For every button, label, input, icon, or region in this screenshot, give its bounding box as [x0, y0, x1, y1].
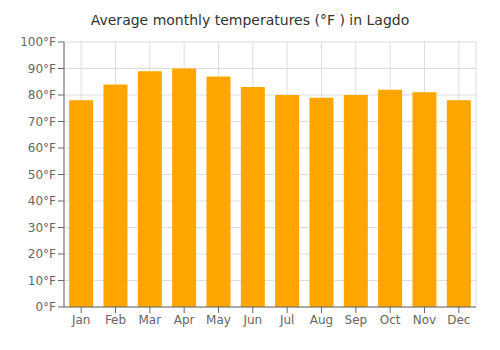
svg-text:Jul: Jul [279, 313, 294, 327]
svg-text:40°F: 40°F [28, 194, 56, 208]
svg-text:30°F: 30°F [28, 221, 56, 235]
svg-text:Apr: Apr [174, 313, 195, 327]
svg-text:Feb: Feb [105, 313, 126, 327]
svg-text:Mar: Mar [139, 313, 162, 327]
svg-text:50°F: 50°F [28, 168, 56, 182]
svg-text:80°F: 80°F [28, 88, 56, 102]
svg-text:0°F: 0°F [35, 300, 56, 314]
svg-text:Nov: Nov [413, 313, 436, 327]
svg-text:Dec: Dec [447, 313, 470, 327]
svg-text:90°F: 90°F [28, 62, 56, 76]
svg-text:Jun: Jun [242, 313, 262, 327]
html-text:Average monthly temperatures (: Average monthly temperatures (°F ) in La… [90, 12, 410, 28]
svg-text:Oct: Oct [380, 313, 401, 327]
svg-text:Aug: Aug [310, 313, 333, 327]
svg-text:Jan: Jan [71, 313, 91, 327]
svg-text:100°F: 100°F [20, 35, 56, 49]
svg-text:May: May [206, 313, 231, 327]
svg-text:60°F: 60°F [28, 141, 56, 155]
svg-text:10°F: 10°F [28, 274, 56, 288]
svg-text:20°F: 20°F [28, 247, 56, 261]
svg-text:Sep: Sep [345, 313, 368, 327]
svg-text:70°F: 70°F [28, 115, 56, 129]
